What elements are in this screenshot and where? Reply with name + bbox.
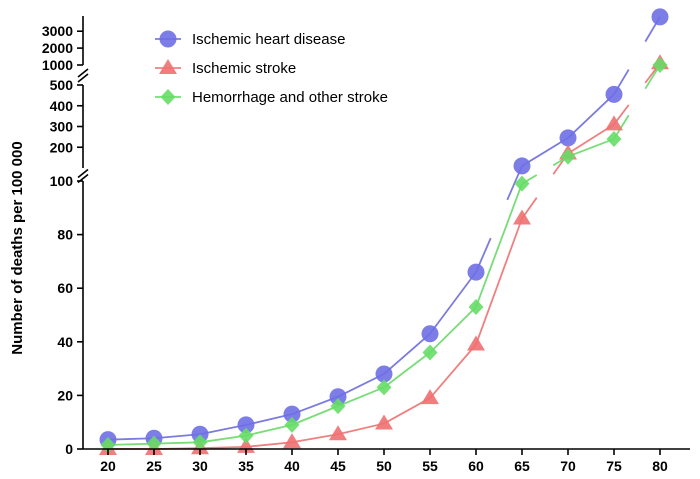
x-tick-label: 70 xyxy=(560,458,576,474)
series-line-ischemic-stroke xyxy=(291,433,339,444)
series-line-ischemic-heart-disease xyxy=(383,333,431,375)
series-line-hemorrhage-and-other-stroke xyxy=(291,405,339,426)
series-line-hemorrhage-and-other-stroke xyxy=(567,138,615,158)
series-line-ischemic-stroke xyxy=(429,343,477,399)
y-tick-label: 40 xyxy=(57,334,73,350)
y-axis-title: Number of deaths per 100 000 xyxy=(9,141,26,354)
y-tick-label: 2000 xyxy=(42,40,73,56)
series-line-ischemic-heart-disease xyxy=(337,373,385,398)
data-point-hemorrhage-and-other-stroke xyxy=(376,379,392,396)
break-slash xyxy=(77,173,89,184)
data-point-ischemic-heart-disease xyxy=(191,425,209,443)
data-point-hemorrhage-and-other-stroke xyxy=(468,298,484,315)
break-slash xyxy=(77,168,89,179)
data-point-hemorrhage-and-other-stroke xyxy=(146,435,162,452)
y-tick-label: 20 xyxy=(57,387,73,403)
series-line-hemorrhage-and-other-stroke xyxy=(245,424,293,437)
x-tick-label: 65 xyxy=(514,458,530,474)
y-tick-label: 80 xyxy=(57,227,73,243)
legend-marker xyxy=(160,89,176,105)
legend-entry: Ischemic stroke xyxy=(155,59,296,77)
series-line-hemorrhage-and-other-stroke xyxy=(383,351,431,389)
data-point-ischemic-stroke xyxy=(605,115,623,131)
series-line-ischemic-stroke xyxy=(337,422,385,436)
series-line-hemorrhage-and-other-stroke xyxy=(153,441,201,445)
series-line-hemorrhage-and-other-stroke xyxy=(475,183,523,308)
data-point-ischemic-stroke xyxy=(375,414,393,430)
data-point-ischemic-heart-disease xyxy=(605,85,623,103)
data-point-ischemic-stroke xyxy=(329,425,347,441)
series-line-ischemic-stroke xyxy=(245,441,293,448)
data-point-hemorrhage-and-other-stroke xyxy=(514,175,530,192)
data-point-hemorrhage-and-other-stroke xyxy=(560,148,576,165)
x-tick-label: 55 xyxy=(422,458,438,474)
legend-label: Ischemic heart disease xyxy=(192,31,345,48)
series-line-hemorrhage-and-other-stroke xyxy=(107,442,155,446)
y-tick-label: 3000 xyxy=(42,23,73,39)
legend-label: Hemorrhage and other stroke xyxy=(192,89,388,106)
legend-entry: Hemorrhage and other stroke xyxy=(155,89,388,106)
data-point-hemorrhage-and-other-stroke xyxy=(330,398,346,415)
data-point-hemorrhage-and-other-stroke xyxy=(192,434,208,451)
data-point-ischemic-heart-disease xyxy=(329,388,347,406)
data-point-ischemic-heart-disease xyxy=(237,416,255,434)
y-tick-label: 300 xyxy=(50,119,74,135)
x-axis: 20 25 30 35 40 45 50 55 60 65 70 75 80 xyxy=(83,448,690,474)
data-point-ischemic-stroke xyxy=(421,389,439,405)
break-slash xyxy=(77,73,89,83)
data-point-hemorrhage-and-other-stroke xyxy=(422,344,438,361)
data-point-ischemic-stroke xyxy=(513,209,531,225)
data-point-ischemic-heart-disease xyxy=(421,325,439,343)
series-line-hemorrhage-and-other-stroke xyxy=(199,434,247,444)
break-slash xyxy=(77,68,89,78)
series-line-ischemic-heart-disease xyxy=(429,271,477,335)
x-tick-label: 80 xyxy=(652,458,668,474)
x-tick-label: 35 xyxy=(238,458,254,474)
y-tick-label: 60 xyxy=(57,280,73,296)
data-point-hemorrhage-and-other-stroke xyxy=(284,416,300,433)
y-tick-label: 500 xyxy=(50,77,74,93)
x-tick-label: 75 xyxy=(606,458,622,474)
data-point-ischemic-stroke xyxy=(467,335,485,351)
x-tick-label: 25 xyxy=(146,458,162,474)
data-point-ischemic-heart-disease xyxy=(467,263,485,281)
x-tick-label: 50 xyxy=(376,458,392,474)
series-markers xyxy=(99,8,669,455)
x-tick-label: 40 xyxy=(284,458,300,474)
x-tick-label: 20 xyxy=(100,458,116,474)
series-line-ischemic-heart-disease xyxy=(521,137,569,167)
y-tick-label: 1000 xyxy=(42,57,73,73)
x-tick-label: 60 xyxy=(468,458,484,474)
data-point-ischemic-heart-disease xyxy=(283,405,301,423)
series-line-hemorrhage-and-other-stroke xyxy=(429,306,477,354)
legend-marker xyxy=(159,30,177,48)
series-line-ischemic-stroke xyxy=(475,218,523,345)
legend-marker xyxy=(159,59,177,74)
y-axis-break xyxy=(77,68,89,83)
series-line-hemorrhage-and-other-stroke xyxy=(337,386,385,407)
y-axis-break xyxy=(77,168,89,184)
data-point-ischemic-stroke xyxy=(283,433,301,449)
legend: Ischemic heart disease Ischemic stroke Hem… xyxy=(155,30,388,106)
y-tick-label: 0 xyxy=(65,441,73,457)
y-tick-label: 200 xyxy=(50,139,74,155)
legend-label: Ischemic stroke xyxy=(192,60,296,77)
x-tick-label: 30 xyxy=(192,458,208,474)
legend-entry: Ischemic heart disease xyxy=(155,30,345,48)
series-line-ischemic-stroke xyxy=(199,445,247,450)
series-line-ischemic-heart-disease xyxy=(567,93,615,139)
data-point-hemorrhage-and-other-stroke xyxy=(238,427,254,444)
data-point-ischemic-heart-disease xyxy=(559,129,577,147)
data-point-hemorrhage-and-other-stroke xyxy=(652,57,668,73)
y-tick-label: 100 xyxy=(50,173,74,189)
data-point-ischemic-heart-disease xyxy=(513,157,531,175)
data-point-ischemic-heart-disease xyxy=(375,365,393,383)
y-tick-label: 400 xyxy=(50,98,74,114)
x-tick-label: 45 xyxy=(330,458,346,474)
data-point-ischemic-heart-disease xyxy=(651,8,669,26)
data-point-hemorrhage-and-other-stroke xyxy=(606,130,622,147)
